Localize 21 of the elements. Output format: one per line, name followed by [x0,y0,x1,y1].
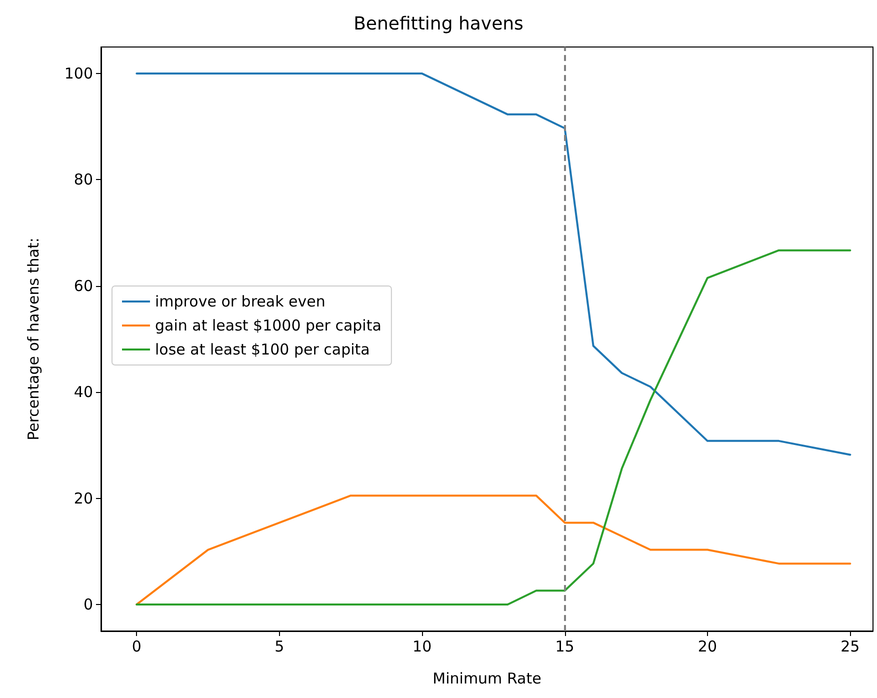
y-tick-label: 20 [74,489,93,508]
x-tick-label: 5 [274,638,284,656]
x-tick-label: 20 [698,638,718,656]
legend-label: lose at least $100 per capita [155,340,370,358]
y-tick-label: 80 [74,170,93,189]
line-series [136,249,852,606]
legend-label: improve or break even [155,292,326,310]
x-tick-label: 10 [412,638,432,656]
y-tick-label: 40 [74,383,93,402]
x-axis-title: Minimum Rate [432,670,542,688]
line-series [136,494,852,606]
legend-label: gain at least $1000 per capita [155,316,382,334]
chart-title: Benefitting havens [354,14,524,34]
y-tick-label: 0 [83,595,93,614]
y-axis-title: Percentage of havens that: [24,238,42,440]
x-tick-label: 15 [555,638,574,656]
y-tick-label: 100 [64,64,93,83]
y-tick-label: 60 [74,276,93,295]
line-series [136,72,852,456]
x-tick-label: 0 [132,638,142,656]
x-tick-label: 25 [840,638,860,656]
